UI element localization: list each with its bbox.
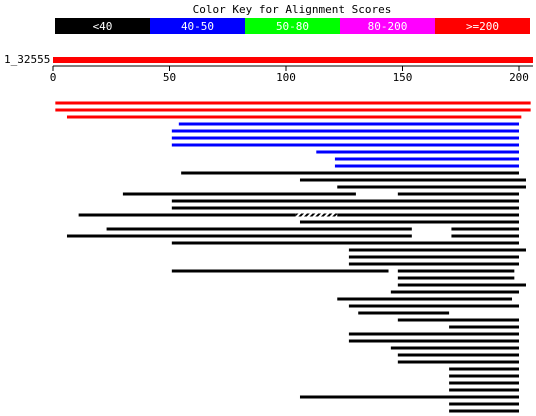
hit-segment (78, 213, 296, 217)
hit-segment (397, 192, 519, 196)
x-tick-label: 0 (50, 71, 57, 84)
hit-segment (348, 304, 519, 308)
hit-segment (397, 269, 515, 273)
hit-segment (55, 101, 531, 105)
x-tick-label: 50 (163, 71, 176, 84)
hit-segment (449, 325, 519, 329)
hit-segment (171, 143, 519, 147)
hit-segment (348, 262, 519, 266)
hit-segment (397, 276, 515, 280)
query-bar (53, 57, 533, 63)
hit-segment (299, 178, 526, 182)
legend-swatch (55, 18, 150, 34)
hit-segment (171, 199, 519, 203)
hit-segment (171, 241, 519, 245)
hit-segment (449, 388, 519, 392)
legend-label: <40 (93, 20, 113, 33)
hit-segment (451, 227, 519, 231)
hit-segment (449, 367, 519, 371)
hit-segment (449, 409, 519, 413)
hit-segment (106, 227, 412, 231)
hit-segment (449, 381, 519, 385)
hit-segment (334, 157, 519, 161)
hit-segment (171, 136, 519, 140)
legend-label: 40-50 (181, 20, 214, 33)
hit-segment (397, 353, 519, 357)
legend-swatch (340, 18, 435, 34)
hit-segment (337, 297, 513, 301)
hit-segment (66, 115, 522, 119)
hit-segment (348, 339, 519, 343)
hit-segment (390, 290, 519, 294)
hit-segment (348, 248, 526, 252)
hit-segment (337, 185, 526, 189)
hit-segment (397, 283, 526, 287)
hit-segment (55, 108, 531, 112)
query-label: 1_32555 (4, 53, 50, 66)
hit-segment (122, 192, 356, 196)
hit-segment (348, 255, 519, 259)
legend-label: 50-80 (276, 20, 309, 33)
hit-segment (299, 395, 519, 399)
legend-swatch (245, 18, 340, 34)
chart-title: Color Key for Alignment Scores (193, 3, 392, 16)
legend-swatch (150, 18, 245, 34)
hit-segment (337, 213, 519, 217)
legend-label: >=200 (466, 20, 499, 33)
x-tick-label: 200 (509, 71, 529, 84)
hit-segment (397, 360, 519, 364)
hit-segment (299, 220, 519, 224)
hit-segment (348, 332, 519, 336)
legend-label: 80-200 (368, 20, 408, 33)
hit-segment (449, 374, 519, 378)
hit-segment (171, 269, 389, 273)
x-tick-label: 150 (393, 71, 413, 84)
hit-segment (178, 122, 519, 126)
hit-segment (171, 129, 519, 133)
hit-segment (181, 171, 519, 175)
hit-segment (334, 164, 519, 168)
hit-segment (397, 318, 519, 322)
hit-segment (171, 206, 519, 210)
x-tick-label: 100 (276, 71, 296, 84)
hit-segment (451, 234, 519, 238)
hit-segment (66, 234, 412, 238)
hit-segment (390, 346, 519, 350)
legend-swatch (435, 18, 530, 34)
hit-segment (316, 150, 519, 154)
hit-segment (449, 402, 519, 406)
hit-gap (295, 213, 338, 217)
hit-segment (358, 311, 450, 315)
